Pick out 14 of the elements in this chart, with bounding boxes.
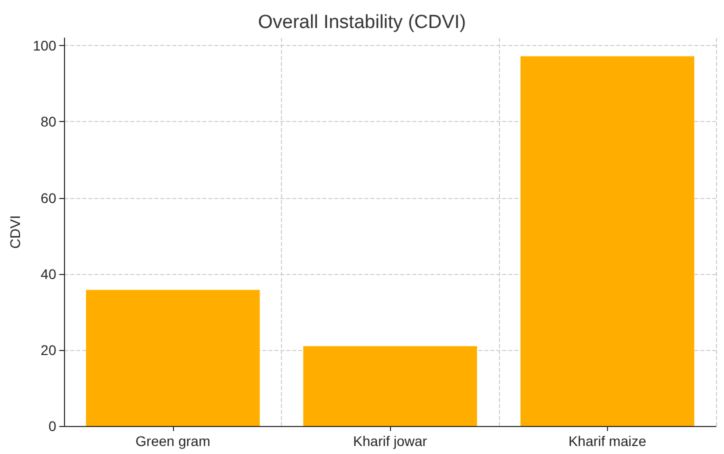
x-tick-label: Green gram xyxy=(136,433,210,449)
bar xyxy=(86,290,260,426)
y-tick-label: 60 xyxy=(40,190,56,206)
y-tick-label: 80 xyxy=(40,114,56,130)
x-tick-label: Kharif maize xyxy=(568,433,646,449)
y-tick-label: 0 xyxy=(48,418,56,434)
bar xyxy=(520,56,694,426)
x-tick-label: Kharif jowar xyxy=(353,433,428,449)
y-tick-label: 100 xyxy=(32,38,56,54)
y-axis-title: CDVI xyxy=(7,215,23,249)
bar xyxy=(303,346,478,426)
chart-title: Overall Instability (CDVI) xyxy=(258,12,466,33)
y-tick-label: 20 xyxy=(40,342,56,358)
y-tick-label: 40 xyxy=(40,266,56,282)
